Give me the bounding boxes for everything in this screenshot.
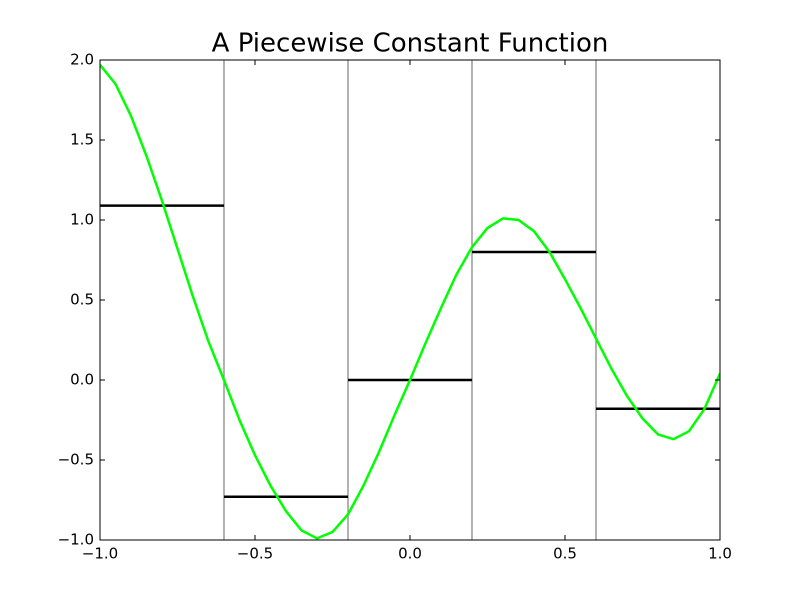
x-tick-label: 1.0	[708, 545, 732, 563]
y-tick-label: 2.0	[70, 51, 94, 69]
y-tick-label: −1.0	[58, 531, 94, 549]
x-tick-label: −0.5	[237, 545, 273, 563]
y-tick-label: 1.0	[70, 211, 94, 229]
x-tick-label: −1.0	[82, 545, 118, 563]
y-tick-label: −0.5	[58, 451, 94, 469]
chart-title: A Piecewise Constant Function	[212, 29, 609, 59]
y-tick-label: 1.5	[70, 131, 94, 149]
x-tick-label: 0.0	[398, 545, 422, 563]
line	[100, 64, 720, 540]
y-tick-label: 0.0	[70, 371, 94, 389]
x-tick-label: 0.5	[553, 545, 577, 563]
y-tick-label: 0.5	[70, 291, 94, 309]
